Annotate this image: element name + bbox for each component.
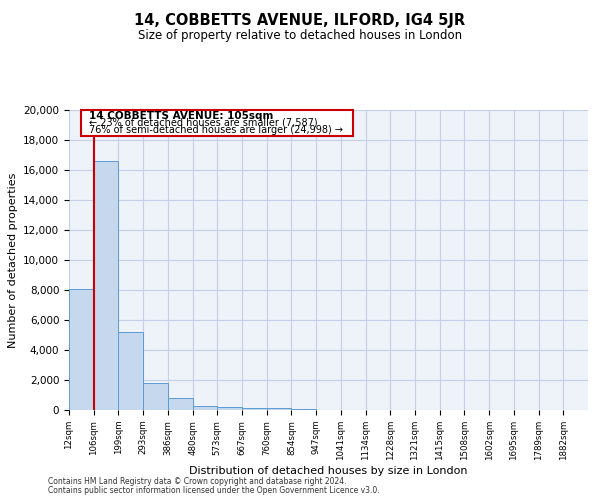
FancyBboxPatch shape (82, 110, 353, 136)
Bar (217, 407, 242, 410)
Text: ← 23% of detached houses are smaller (7,587): ← 23% of detached houses are smaller (7,… (89, 118, 317, 128)
Text: 14 COBBETTS AVENUE: 105sqm: 14 COBBETTS AVENUE: 105sqm (89, 110, 273, 120)
X-axis label: Distribution of detached houses by size in London: Distribution of detached houses by size … (189, 466, 468, 475)
Text: Contains public sector information licensed under the Open Government Licence v3: Contains public sector information licen… (48, 486, 380, 495)
Bar (94, 161, 118, 410)
Bar (168, 398, 193, 410)
Bar (292, 409, 316, 410)
Text: 76% of semi-detached houses are larger (24,998) →: 76% of semi-detached houses are larger (… (89, 125, 343, 135)
Y-axis label: Number of detached properties: Number of detached properties (8, 172, 17, 348)
Bar (267, 408, 292, 410)
Bar (242, 408, 267, 410)
Bar (69, 288, 94, 410)
Bar (118, 332, 143, 410)
Bar (193, 406, 217, 410)
Bar (143, 383, 168, 410)
Text: 14, COBBETTS AVENUE, ILFORD, IG4 5JR: 14, COBBETTS AVENUE, ILFORD, IG4 5JR (134, 12, 466, 28)
Text: Size of property relative to detached houses in London: Size of property relative to detached ho… (138, 29, 462, 42)
Text: Contains HM Land Registry data © Crown copyright and database right 2024.: Contains HM Land Registry data © Crown c… (48, 477, 347, 486)
